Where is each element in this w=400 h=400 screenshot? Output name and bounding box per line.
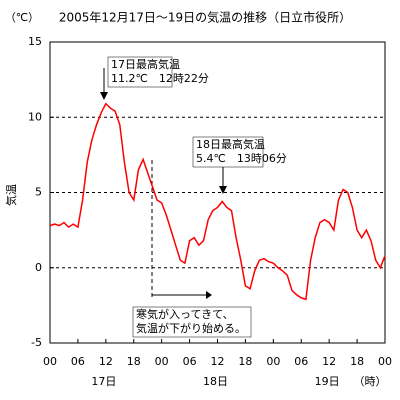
y-tick-label: 0 [35,261,42,274]
annotation-box [132,306,252,338]
x-tick-label: 12 [211,355,225,368]
x-tick-label: 12 [99,355,113,368]
annotation-text: 5.4℃ 13時06分 [196,152,287,165]
x-tick-label: 00 [266,355,280,368]
annotation-text: 18日最高気温 [196,137,265,151]
y-tick-label: 5 [35,186,42,199]
x-tick-label: 18 [238,355,252,368]
annotation: 寒気が入ってきて、気温が下がり始める。 [132,306,252,338]
y-tick-label: 10 [28,110,42,123]
annotation-text: 気温が下がり始める。 [136,321,246,335]
annotation-text: 17日最高気温 [111,57,180,71]
x-tick-label: 06 [183,355,197,368]
day-label: 19日 [315,375,340,388]
x-tick-label: 18 [350,355,364,368]
x-tick-label: 00 [43,355,57,368]
day-label: 17日 [91,375,116,388]
arrow-head [206,291,212,299]
x-tick-label: 12 [322,355,336,368]
arrow-head [100,92,108,100]
annotation-box [192,136,264,168]
arrow-head [219,186,227,194]
x-tick-label: 00 [378,355,392,368]
x-axis-label: （時） [354,375,387,388]
x-tick-label: 06 [294,355,308,368]
y-tick-label: -5 [31,336,42,349]
y-unit: （℃） [5,11,39,24]
annotation-text: 寒気が入ってきて、 [136,307,234,321]
y-axis-label: 気温 [4,184,18,206]
x-tick-label: 06 [71,355,85,368]
annotation-text: 11.2℃ 12時22分 [111,72,209,85]
x-tick-label: 00 [155,355,169,368]
chart-title: 2005年12月17日～19日の気温の推移（日立市役所） [59,10,351,25]
day-label: 18日 [203,375,228,388]
annotation-box [107,56,173,88]
temperature-line [49,102,386,301]
x-tick-label: 18 [127,355,141,368]
y-tick-label: 15 [28,35,42,48]
